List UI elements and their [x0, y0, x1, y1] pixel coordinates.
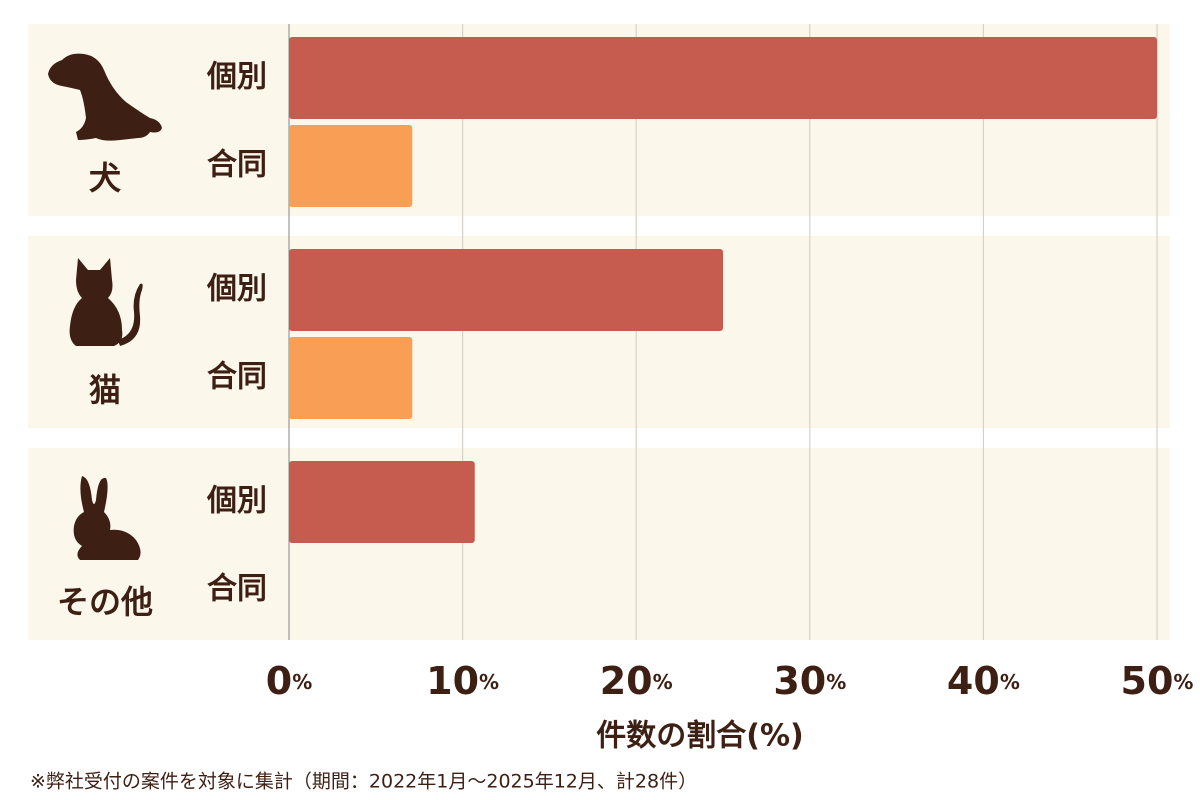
bar	[289, 337, 413, 419]
group-panel	[28, 448, 1170, 640]
rabbit-icon	[73, 476, 141, 560]
cat-icon	[69, 258, 143, 346]
row-label: 個別	[206, 60, 267, 95]
footnote: ※弊社受付の案件を対象に集計（期間：2022年1月〜2025年12月、計28件）	[30, 771, 697, 793]
x-tick-label: 40%	[947, 659, 1020, 703]
row-label: 合同	[207, 148, 267, 183]
icons	[48, 53, 162, 560]
row-label: 合同	[207, 360, 267, 395]
x-tick-label: 10%	[426, 659, 499, 703]
x-axis-title: 件数の割合(%)	[596, 719, 803, 754]
bar	[289, 461, 475, 543]
x-tick-label: 0%	[266, 659, 313, 703]
category-label: その他	[57, 583, 153, 621]
dog-icon	[48, 53, 162, 141]
row-label: 個別	[206, 484, 267, 519]
bar	[289, 125, 413, 207]
x-tick-label: 30%	[773, 659, 846, 703]
row-label: 個別	[206, 272, 267, 307]
category-label: 犬	[89, 159, 121, 197]
bar	[289, 249, 723, 331]
x-tick-label: 50%	[1121, 659, 1194, 703]
bars	[289, 37, 1157, 543]
x-tick-label: 20%	[600, 659, 673, 703]
bar	[289, 37, 1157, 119]
row-label: 合同	[207, 572, 267, 607]
category-label: 猫	[89, 371, 121, 409]
